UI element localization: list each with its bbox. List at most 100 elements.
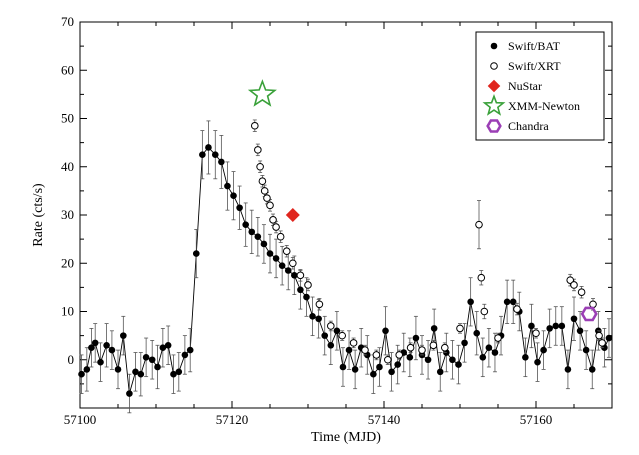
- y-tick-label: 0: [68, 352, 75, 367]
- data-point-swift-xrt: [266, 201, 274, 210]
- series-line-swift-bat: [81, 146, 610, 394]
- data-point-swift-bat: [170, 370, 177, 378]
- data-point-swift-xrt: [494, 334, 502, 342]
- legend-marker-swift-bat: [490, 42, 498, 50]
- data-point-swift-bat: [370, 370, 377, 378]
- data-point-xmm-newton: [247, 79, 277, 107]
- data-point-swift-bat: [491, 349, 499, 356]
- data-point-swift-xrt: [475, 220, 483, 229]
- x-tick-label: 57100: [64, 412, 97, 427]
- data-point-swift-xrt: [256, 162, 264, 171]
- data-point-swift-bat: [78, 370, 85, 378]
- data-point-swift-bat: [284, 267, 292, 274]
- data-point-swift-bat: [455, 361, 462, 368]
- data-point-swift-bat: [132, 368, 139, 376]
- data-point-swift-bat: [291, 272, 298, 279]
- data-point-swift-bat: [148, 356, 156, 364]
- y-tick-label: 70: [61, 14, 74, 29]
- y-tick-label: 40: [61, 159, 74, 174]
- data-point-swift-xrt: [276, 232, 285, 241]
- data-point-swift-xrt: [570, 281, 578, 289]
- data-point-swift-bat: [181, 351, 189, 359]
- data-point-swift-bat: [540, 346, 547, 354]
- data-point-swift-bat: [582, 346, 590, 354]
- data-point-swift-bat: [345, 346, 353, 354]
- y-tick-label: 20: [61, 255, 74, 270]
- data-point-swift-bat: [242, 221, 249, 228]
- data-point-swift-xrt: [282, 247, 291, 255]
- data-point-swift-xrt: [566, 276, 575, 284]
- data-point-swift-xrt: [327, 322, 335, 330]
- data-point-swift-bat: [333, 327, 341, 335]
- data-point-swift-bat: [309, 313, 316, 320]
- data-point-swift-bat: [552, 322, 560, 330]
- data-point-swift-bat: [218, 158, 225, 166]
- legend-label-nustar: NuStar: [508, 79, 542, 93]
- data-point-swift-bat: [351, 366, 359, 373]
- data-point-swift-bat: [564, 366, 572, 373]
- data-point-swift-bat: [154, 363, 161, 371]
- data-point-swift-bat: [528, 322, 535, 330]
- data-point-swift-bat: [260, 240, 268, 248]
- data-point-swift-bat: [382, 327, 389, 335]
- data-point-swift-bat: [388, 368, 395, 376]
- data-point-swift-bat: [103, 341, 110, 349]
- data-point-swift-bat: [576, 327, 584, 335]
- data-point-swift-bat: [88, 344, 95, 351]
- data-point-swift-xrt: [296, 271, 305, 280]
- data-point-swift-xrt: [289, 259, 297, 268]
- data-point-swift-bat: [503, 298, 511, 306]
- data-point-swift-xrt: [263, 194, 271, 202]
- data-point-swift-bat: [83, 366, 91, 373]
- data-point-swift-bat: [424, 356, 432, 364]
- data-point-swift-bat: [412, 334, 420, 342]
- data-point-swift-xrt: [372, 351, 381, 359]
- data-point-swift-bat: [479, 354, 487, 361]
- data-point-swift-bat: [248, 228, 256, 236]
- series-chandra: [580, 306, 598, 322]
- series-swift-bat: [78, 120, 613, 414]
- data-point-swift-xrt: [384, 355, 392, 364]
- data-point-swift-bat: [186, 346, 194, 354]
- data-point-swift-bat: [199, 151, 206, 158]
- legend: Swift/BAT Swift/XRT NuStar XMM-Newton Chandr…: [475, 31, 605, 141]
- data-point-swift-bat: [192, 250, 200, 257]
- data-point-swift-xrt: [260, 187, 269, 195]
- x-tick-label: 57140: [368, 412, 401, 427]
- legend-label-swift-bat: Swift/BAT: [508, 39, 561, 53]
- data-point-swift-bat: [558, 322, 566, 330]
- data-point-swift-xrt: [429, 341, 438, 350]
- data-point-swift-xrt: [349, 339, 358, 347]
- data-point-swift-bat: [142, 354, 150, 361]
- data-point-swift-bat: [449, 356, 456, 364]
- data-point-swift-bat: [91, 339, 99, 347]
- data-point-swift-bat: [394, 361, 401, 368]
- data-point-swift-bat: [473, 329, 481, 337]
- data-point-swift-xrt: [254, 146, 262, 154]
- data-point-swift-xrt: [589, 300, 597, 309]
- data-point-swift-bat: [605, 334, 613, 342]
- data-point-swift-xrt: [361, 346, 369, 354]
- data-point-swift-bat: [236, 204, 243, 212]
- y-axis-ticks: 0 10 20 30 40 50 60 70: [61, 14, 612, 409]
- data-point-swift-bat: [254, 233, 262, 241]
- data-point-swift-bat: [485, 344, 493, 351]
- data-point-swift-bat: [137, 370, 145, 378]
- legend-marker-nustar: [487, 79, 501, 93]
- data-point-swift-bat: [321, 332, 329, 339]
- x-axis-title: Time (MJD): [311, 430, 381, 445]
- data-point-swift-bat: [266, 250, 274, 257]
- data-point-swift-xrt: [477, 273, 486, 282]
- data-point-swift-bat: [339, 363, 347, 371]
- data-point-swift-bat: [175, 368, 183, 376]
- data-point-swift-bat: [126, 390, 133, 397]
- legend-marker-xmm-newton: [482, 94, 506, 116]
- legend-label-swift-xrt: Swift/XRT: [508, 59, 561, 73]
- series-nustar: [285, 208, 300, 222]
- data-point-swift-bat: [509, 298, 517, 306]
- data-point-nustar: [285, 208, 300, 222]
- data-point-swift-xrt: [418, 346, 426, 354]
- data-point-swift-xrt: [272, 223, 280, 231]
- legend-marker-swift-xrt: [490, 62, 498, 70]
- data-point-swift-bat: [406, 354, 414, 361]
